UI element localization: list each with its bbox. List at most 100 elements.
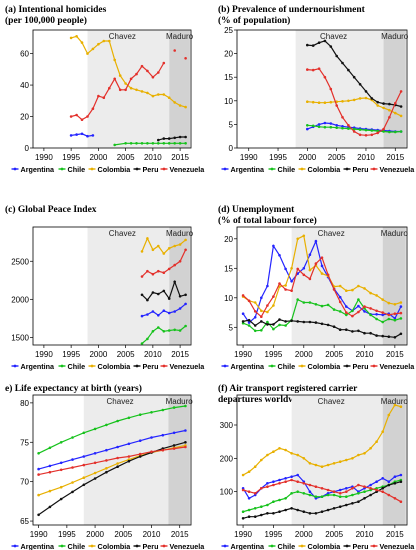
data-point-venezuela <box>351 487 354 490</box>
legend-item-peru: Peru <box>133 362 158 371</box>
data-point-argentina <box>341 125 344 128</box>
data-point-argentina <box>278 254 281 257</box>
data-point-peru <box>247 318 251 322</box>
data-point-chile <box>247 508 251 512</box>
data-point-colombia <box>162 252 166 255</box>
data-point-chile <box>116 419 119 423</box>
data-point-chile <box>138 413 142 417</box>
data-point-chile <box>338 310 342 313</box>
data-point-venezuela <box>59 468 63 472</box>
data-point-colombia <box>341 100 344 103</box>
data-point-colombia <box>290 452 293 455</box>
x-tick-label: 1990 <box>234 350 252 359</box>
series-peru <box>241 318 403 339</box>
legend-label: Colombia <box>308 362 342 371</box>
data-point-colombia <box>135 88 138 92</box>
data-point-argentina <box>308 490 312 494</box>
series-argentina <box>241 239 403 324</box>
data-point-colombia <box>93 471 97 475</box>
data-point-colombia <box>284 448 287 452</box>
data-point-chile <box>129 142 133 145</box>
data-point-chile <box>266 320 269 324</box>
legend-marker <box>135 167 139 171</box>
legend-label: Chile <box>278 165 296 174</box>
data-point-venezuela <box>320 487 324 490</box>
data-point-chile <box>381 320 385 324</box>
y-tick-label: 15 <box>224 264 233 273</box>
data-point-chile <box>184 142 187 145</box>
data-point-venezuela <box>399 311 403 315</box>
y-tick-label: 70 <box>20 478 29 487</box>
data-point-peru <box>326 323 330 327</box>
legend-item-colombia: Colombia <box>88 542 131 550</box>
data-point-colombia <box>357 284 360 288</box>
data-point-peru <box>338 328 342 332</box>
data-point-colombia <box>363 287 366 290</box>
data-point-venezuela <box>308 277 312 281</box>
data-point-venezuela <box>284 288 287 291</box>
data-point-chile <box>358 128 362 131</box>
data-point-chile <box>184 404 187 408</box>
data-point-venezuela <box>388 116 391 119</box>
data-point-venezuela <box>382 127 385 131</box>
series-colombia <box>140 236 187 255</box>
x-tick-label: 1995 <box>269 153 287 162</box>
data-point-venezuela <box>345 311 348 314</box>
data-point-venezuela <box>399 500 403 504</box>
data-point-chile <box>351 493 354 497</box>
data-point-chile <box>345 313 348 317</box>
data-point-chile <box>375 317 378 321</box>
data-point-peru <box>184 135 187 139</box>
chart-panel-6: (f) Air transport registered carrierdepa… <box>218 383 415 550</box>
chart-panel-5: e) Life expectancy at birth (years) Chave… <box>5 383 205 550</box>
data-point-peru <box>314 512 318 515</box>
data-point-venezuela <box>172 447 176 450</box>
legend-label: Peru <box>143 165 159 174</box>
data-point-colombia <box>284 284 287 287</box>
data-point-venezuela <box>184 248 187 252</box>
data-point-colombia <box>311 100 315 104</box>
data-point-colombia <box>323 101 327 104</box>
y-tick-label: 60 <box>20 50 29 59</box>
data-point-peru <box>338 505 342 509</box>
series-venezuela <box>37 445 187 476</box>
data-point-venezuela <box>290 289 293 293</box>
data-point-venezuela <box>375 309 378 313</box>
legend-label: Chile <box>278 542 296 550</box>
data-point-peru <box>266 512 269 515</box>
data-point-venezuela <box>247 490 251 494</box>
data-point-peru <box>357 329 360 333</box>
data-point-colombia <box>308 462 312 465</box>
data-point-venezuela <box>345 490 348 494</box>
data-point-argentina <box>290 280 293 283</box>
y-tick-label: 1500 <box>11 333 29 342</box>
data-point-peru <box>387 335 391 339</box>
data-point-peru <box>314 321 318 324</box>
data-point-peru <box>317 41 321 44</box>
data-point-venezuela <box>48 470 52 474</box>
data-point-chile <box>140 342 144 345</box>
data-point-chile <box>364 128 368 132</box>
y-tick-label: 20 <box>20 113 29 122</box>
y-tick-label: 300 <box>220 421 234 430</box>
data-point-venezuela <box>369 307 372 310</box>
data-point-colombia <box>86 52 89 55</box>
era-label-chavez: Chavez <box>320 32 347 41</box>
y-tick-label: 10 <box>224 97 233 106</box>
data-point-argentina <box>167 311 171 315</box>
data-point-colombia <box>116 462 119 465</box>
data-point-argentina <box>335 124 339 127</box>
x-tick-label: 1995 <box>265 350 283 359</box>
data-point-venezuela <box>311 68 315 72</box>
data-point-chile <box>394 130 397 134</box>
legend-marker <box>270 167 274 171</box>
data-point-colombia <box>302 457 306 460</box>
data-point-chile <box>393 318 397 322</box>
data-point-venezuela <box>394 101 397 105</box>
data-point-chile <box>326 303 330 307</box>
data-point-peru <box>387 483 391 487</box>
data-point-venezuela <box>376 131 380 135</box>
data-point-peru <box>347 68 350 72</box>
data-point-peru <box>393 336 397 339</box>
data-point-chile <box>178 142 182 145</box>
